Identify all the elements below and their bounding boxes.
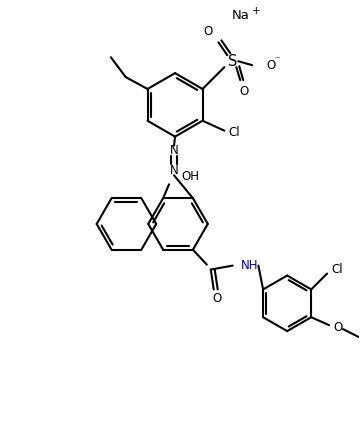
Text: O: O — [204, 25, 213, 38]
Text: N: N — [170, 144, 179, 157]
Text: OH: OH — [181, 170, 199, 183]
Text: O: O — [266, 59, 275, 72]
Text: O: O — [240, 86, 249, 98]
Text: Cl: Cl — [228, 126, 240, 139]
Text: S: S — [228, 54, 237, 69]
Text: O: O — [333, 321, 342, 334]
Text: Na: Na — [231, 9, 249, 22]
Text: NH: NH — [240, 259, 258, 272]
Text: O: O — [212, 292, 221, 305]
Text: N: N — [170, 164, 179, 177]
Text: +: + — [252, 6, 261, 16]
Text: Cl: Cl — [331, 263, 343, 276]
Text: ⁻: ⁻ — [274, 55, 280, 65]
